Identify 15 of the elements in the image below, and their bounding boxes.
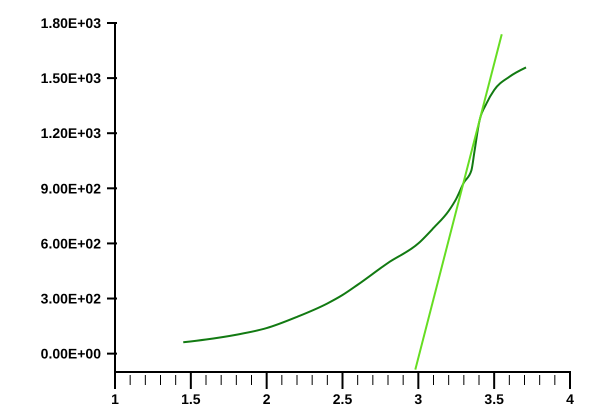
x-tick-label: 1.5 — [181, 391, 201, 407]
x-tick-label: 1 — [111, 391, 120, 407]
line-series — [182, 66, 528, 344]
y-tick-label: 3.00E+02 — [40, 290, 102, 307]
x-tick-label: 2 — [262, 391, 271, 407]
y-tick-label: 9.00E+02 — [40, 180, 102, 196]
x-tick-label: 2.5 — [332, 391, 352, 407]
x-tick-label: 3.5 — [484, 391, 504, 407]
y-tick-label: 0.00E+00 — [40, 346, 102, 362]
y-tick-label: 1.50E+03 — [40, 70, 102, 86]
y-tick-label: 6.00E+02 — [40, 235, 102, 252]
y-tick-label: 1.20E+03 — [40, 125, 102, 142]
x-tick-label: 3 — [414, 391, 422, 407]
x-tick-label: 4 — [566, 391, 574, 407]
y-tick-label: 1.80E+03 — [40, 15, 102, 31]
